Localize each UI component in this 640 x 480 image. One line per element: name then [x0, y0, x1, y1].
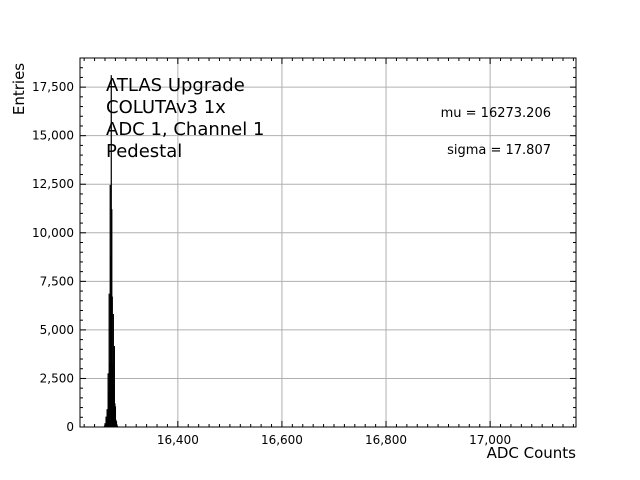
annotation-chip: COLUTAv3 1x: [106, 97, 226, 118]
y-tick-label: 17,500: [32, 80, 74, 94]
y-tick-label: 5,000: [40, 323, 74, 337]
y-tick-label: 10,000: [32, 226, 74, 240]
x-tick-label: 16,600: [261, 433, 303, 447]
x-tick-label: 16,800: [365, 433, 407, 447]
x-axis-label: ADC Counts: [487, 444, 577, 462]
stat-mu: mu = 16273.206: [441, 106, 551, 121]
annotation-run-type: Pedestal: [106, 141, 182, 162]
y-tick-label: 7,500: [40, 274, 74, 288]
y-tick-labels: 0 2,500 5,000 7,500 10,000 12,500 15,000 17,500: [32, 80, 74, 434]
annotation-channel: ADC 1, Channel 1: [106, 119, 264, 140]
annotation-experiment: ATLAS Upgrade: [106, 75, 245, 96]
x-tick-label: 17,000: [469, 433, 511, 447]
plot-frame: [79, 57, 577, 428]
x-tick-labels: 16,400 16,600 16,800 17,000: [157, 433, 511, 447]
x-tick-label: 16,400: [157, 433, 199, 447]
y-tick-label: 12,500: [32, 177, 74, 191]
stat-sigma: sigma = 17.807: [447, 143, 551, 158]
y-tick-label: 2,500: [40, 371, 74, 385]
y-axis-label: Entries: [10, 63, 28, 115]
y-tick-label: 15,000: [32, 129, 74, 143]
y-tick-label: 0: [66, 420, 74, 434]
grid-lines: [80, 58, 576, 427]
histogram-bars: [103, 75, 119, 428]
